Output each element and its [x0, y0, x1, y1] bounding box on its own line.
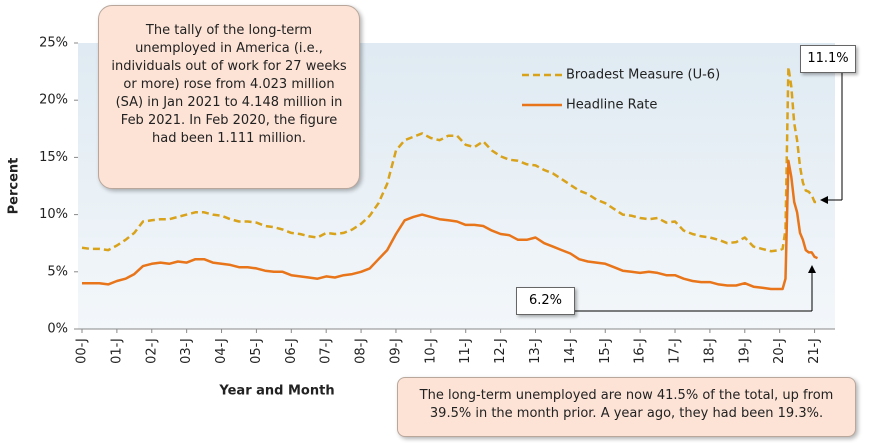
x-tick-label: 04-J	[214, 338, 229, 364]
y-tick-label: 15%	[39, 150, 68, 165]
x-tick-label: 00-J	[75, 338, 90, 364]
annotation-note: The long-term unemployed are now 41.5% o…	[397, 377, 856, 437]
x-axis-label: Year and Month	[218, 384, 334, 399]
legend-label: Broadest Measure (U-6)	[566, 68, 720, 83]
arrow-head	[808, 265, 816, 273]
callout-label: 6.2%	[516, 287, 575, 315]
x-tick-label: 11-J	[458, 338, 473, 364]
y-axis-label: Percent	[7, 158, 22, 215]
x-tick-label: 20-J	[772, 338, 787, 364]
arrow-head	[820, 196, 828, 204]
x-tick-label: 03-J	[179, 338, 194, 364]
series-line	[81, 65, 818, 253]
y-tick-label: 10%	[39, 207, 68, 222]
x-tick-label: 14-J	[563, 338, 578, 364]
x-tick-label: 10-J	[423, 338, 438, 364]
x-tick-label: 05-J	[249, 338, 264, 364]
x-tick-label: 08-J	[354, 338, 369, 364]
x-tick-label: 02-J	[144, 338, 159, 364]
x-tick-label: 17-J	[668, 338, 683, 364]
x-tick-label: 21-J	[807, 338, 822, 364]
x-tick-label: 12-J	[493, 338, 508, 364]
x-tick-label: 01-J	[109, 338, 124, 364]
x-tick-label: 19-J	[737, 338, 752, 364]
x-tick-label: 13-J	[528, 338, 543, 364]
x-tick-label: 15-J	[598, 338, 613, 364]
x-tick-label: 16-J	[633, 338, 648, 364]
x-tick-label: 06-J	[284, 338, 299, 364]
x-tick-label: 09-J	[388, 338, 403, 364]
y-tick-label: 25%	[39, 36, 68, 51]
legend-label: Headline Rate	[566, 98, 657, 113]
y-tick-label: 20%	[39, 93, 68, 108]
x-tick-label: 18-J	[702, 338, 717, 364]
callout-label: 11.1%	[800, 45, 856, 73]
y-tick-label: 5%	[47, 264, 68, 279]
series-line	[82, 159, 818, 291]
annotation-note: The tally of the long-term unemployed in…	[98, 5, 360, 189]
y-tick-label: 0%	[47, 322, 68, 337]
x-tick-label: 07-J	[319, 338, 334, 364]
